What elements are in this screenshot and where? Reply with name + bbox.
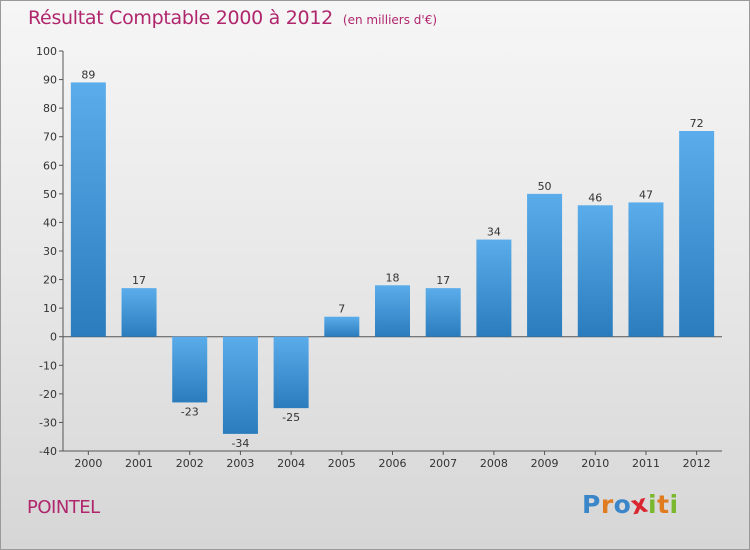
logo-letter: t <box>657 490 670 519</box>
x-tick-label: 2012 <box>683 457 711 470</box>
bar-2003 <box>222 336 258 434</box>
bar-2008 <box>476 239 512 337</box>
bar-2011 <box>628 202 664 337</box>
bar-2002 <box>172 336 208 403</box>
bar-2001 <box>121 288 157 337</box>
chart-title: Résultat Comptable 2000 à 2012 (en millie… <box>28 7 437 29</box>
data-label-2005: 7 <box>338 303 345 316</box>
y-tick-label: 0 <box>50 331 57 344</box>
data-label-2006: 18 <box>386 271 400 284</box>
logo-letter: i <box>648 490 658 519</box>
logo-letter: i <box>669 490 679 519</box>
x-tick-label: 2010 <box>581 457 609 470</box>
data-label-2009: 50 <box>538 180 552 193</box>
data-label-2007: 17 <box>436 274 450 287</box>
y-tick-label: 40 <box>43 216 57 229</box>
commune-name: POINTEL <box>27 497 100 518</box>
y-tick-label: 100 <box>36 45 57 58</box>
x-tick-label: 2003 <box>226 457 254 470</box>
x-tick-label: 2006 <box>379 457 407 470</box>
bar-2010 <box>577 205 613 337</box>
y-tick-label: 90 <box>43 74 57 87</box>
bar-2007 <box>425 288 461 337</box>
y-tick-label: -40 <box>39 445 57 458</box>
x-tick-label: 2009 <box>531 457 559 470</box>
y-tick-label: 10 <box>43 302 57 315</box>
data-label-2004: -25 <box>282 411 300 424</box>
x-tick-label: 2001 <box>125 457 153 470</box>
data-label-2000: 89 <box>81 68 95 81</box>
data-label-2010: 46 <box>588 191 602 204</box>
x-tick-label: 2007 <box>429 457 457 470</box>
logo-letter: r <box>600 490 614 519</box>
chart-unit-note: (en milliers d'€) <box>342 13 438 27</box>
data-label-2001: 17 <box>132 274 146 287</box>
data-label-2002: -23 <box>181 405 199 418</box>
bar-2000 <box>70 82 106 337</box>
data-label-2011: 47 <box>639 188 653 201</box>
x-tick-label: 2004 <box>277 457 305 470</box>
logo-letter: P <box>582 490 601 519</box>
y-tick-label: -30 <box>39 416 57 429</box>
bar-2005 <box>324 316 360 337</box>
bar-2006 <box>375 285 410 337</box>
y-tick-label: 60 <box>43 159 57 172</box>
proxiti-logo: Proxiti <box>582 489 679 521</box>
y-tick-label: -20 <box>39 388 57 401</box>
x-tick-label: 2002 <box>176 457 204 470</box>
data-label-2008: 34 <box>487 226 501 239</box>
x-tick-label: 2005 <box>328 457 356 470</box>
bar-2009 <box>527 193 563 337</box>
y-tick-label: -10 <box>39 359 57 372</box>
x-tick-label: 2000 <box>74 457 102 470</box>
x-tick-label: 2011 <box>632 457 660 470</box>
y-tick-label: 30 <box>43 245 57 258</box>
data-label-2012: 72 <box>690 117 704 130</box>
logo-letter: o <box>613 490 632 519</box>
bar-2004 <box>273 336 309 409</box>
chart-title-text: Résultat Comptable 2000 à 2012 <box>28 7 333 29</box>
y-tick-label: 80 <box>43 102 57 115</box>
bar-2012 <box>679 131 715 337</box>
x-tick-label: 2008 <box>480 457 508 470</box>
y-tick-label: 50 <box>43 188 57 201</box>
y-tick-label: 20 <box>43 274 57 287</box>
y-tick-label: 70 <box>43 131 57 144</box>
data-label-2003: -34 <box>231 437 249 450</box>
